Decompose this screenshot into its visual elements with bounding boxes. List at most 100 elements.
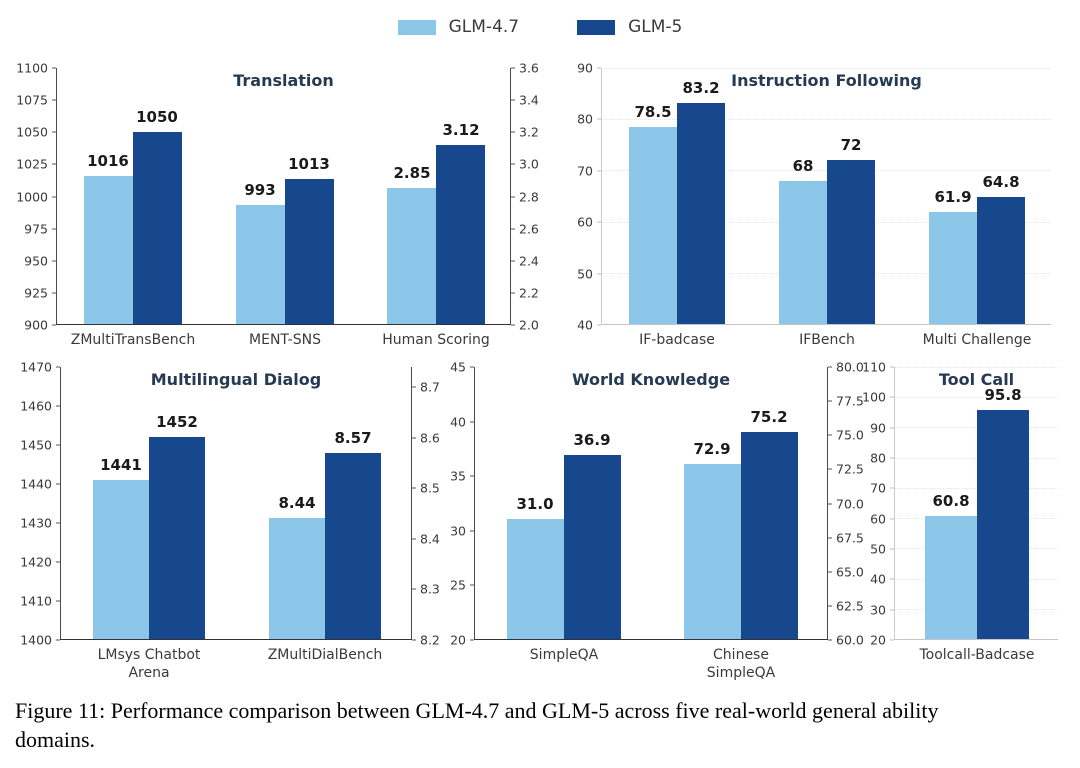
gridline [895,457,1058,459]
tick-mark [890,396,894,398]
y-tick-label: 20 [450,633,474,648]
bar-glm-4-7 [779,180,827,324]
tick-mark [890,639,894,641]
bar-glm-4-7 [93,479,149,639]
plot-area: Instruction Following 78.5 83.2 IF-badcase… [601,68,1051,348]
y-axis-right: 80.0 77.5 75.0 72.5 70.0 67.5 65.0 62.5 60.0 [828,360,864,648]
bar-value-label: 8.57 [334,428,372,447]
category-label: Toolcall-Badcase [919,647,1035,663]
y-tick-label: 35 [450,469,474,484]
bar-value-label: 83.2 [682,78,720,97]
y-tick-label: 50 [870,542,894,557]
y-tick-label: 8.6 [412,430,440,445]
bar-glm-5 [325,452,381,639]
tick-mark [828,400,832,402]
bar-value-label: 64.8 [982,173,1020,192]
bar-glm-5 [977,197,1025,324]
y-tick-label: 950 [24,253,56,268]
tick-mark [412,538,416,540]
tick-mark [597,118,601,120]
bar-glm-4-7 [925,515,977,639]
bar-value-label: 1441 [100,455,142,474]
chart-title: World Knowledge [571,370,731,389]
gridline [895,367,1058,368]
y-tick-label: 20 [870,633,894,648]
bar-value-label: 95.8 [984,385,1022,404]
bar-glm-5 [977,409,1029,639]
gridline [895,397,1058,399]
tick-mark [56,561,60,563]
bar-value-label: 72 [840,136,862,155]
tick-mark [890,366,894,368]
tick-mark [597,273,601,275]
bar-value-label: 75.2 [750,408,788,427]
tick-mark [56,483,60,485]
y-tick-label: 77.5 [828,394,864,409]
y-tick-label: 75.0 [828,428,864,443]
y-tick-label: 900 [24,318,56,333]
y-tick-label: 65.0 [828,564,864,579]
category-label: IFBench [799,332,855,348]
tick-mark [828,571,832,573]
tick-mark [828,537,832,539]
y-tick-label: 40 [870,572,894,587]
y-tick-label: 1420 [20,555,60,570]
y-tick-label: 50 [577,266,601,281]
y-tick-label: 110 [862,360,894,375]
y-tick-label: 60 [577,215,601,230]
y-tick-label: 8.7 [412,380,440,395]
tick-mark [511,196,515,197]
y-tick-label: 3.6 [511,61,539,76]
tick-mark [828,503,832,504]
gridline [895,427,1058,429]
category-label: LMsys Chatbot Arena [97,647,201,682]
bar-glm-5 [677,102,725,324]
bar-value-label: 3.12 [442,120,480,139]
tick-mark [511,67,515,69]
y-tick-label: 1460 [20,399,60,414]
bar-value-label: 36.9 [573,431,611,450]
category-label: Multi Challenge [922,332,1032,348]
tick-mark [511,163,515,165]
chart-title: Instruction Following [731,71,922,90]
chart-translation: 1100 1075 1050 1025 1000 975 950 925 900 Transla… [14,61,545,349]
chart-world-knowledge: 45 40 35 30 25 20 World Knowledge 31.0 36.9 Sim… [444,360,864,682]
y-tick-label: 70 [577,163,601,178]
category-label: Chinese SimpleQA [706,647,776,682]
y-axis-right: 3.6 3.4 3.2 3.0 2.8 2.6 2.4 2.2 2.0 [511,61,545,333]
bar-value-label: 2.85 [393,164,431,182]
tick-mark [52,324,56,326]
bar-value-label: 1050 [136,108,178,126]
bar-glm-4-7 [507,519,564,639]
y-tick-label: 62.5 [828,598,864,613]
chart-tool-call: 110 100 90 80 70 60 50 40 30 20 Tool Call 60.8 95.… [862,360,1058,663]
y-tick-label: 8.2 [412,633,440,648]
y-tick-label: 80 [577,112,601,127]
tick-mark [56,522,60,524]
bar-value-label: 72.9 [693,439,731,458]
y-tick-label: 1100 [16,61,56,76]
tick-mark [56,444,60,446]
y-tick-label: 2.0 [511,318,539,333]
y-tick-label: 40 [450,414,474,429]
bar-glm-4-7 [684,463,741,639]
tick-mark [412,437,416,439]
y-axis-right: 8.7 8.6 8.5 8.4 8.3 8.2 [412,367,440,648]
bar-glm-4-7 [269,518,325,639]
y-axis-left: 90 80 70 60 50 40 [565,61,601,333]
y-axis-left: 1100 1075 1050 1025 1000 975 950 925 900 [14,61,56,333]
tick-mark [52,196,56,197]
tick-mark [597,324,601,326]
plot-area: Tool Call 60.8 95.8 Toolcall-Badcase [894,367,1058,663]
tick-mark [828,468,832,470]
category-label: Human Scoring [382,332,490,348]
tick-mark [511,324,515,326]
legend-label-glm-4-7: GLM-4.7 [448,17,520,37]
plot-area: Translation 1016 1050 ZMultiTransBench 993 1… [56,68,511,348]
tick-mark [52,67,56,69]
y-tick-label: 1050 [16,125,56,140]
tick-mark [52,163,56,165]
y-tick-label: 90 [870,420,894,435]
y-tick-label: 1000 [16,189,56,204]
bar-value-label: 60.8 [932,491,970,510]
